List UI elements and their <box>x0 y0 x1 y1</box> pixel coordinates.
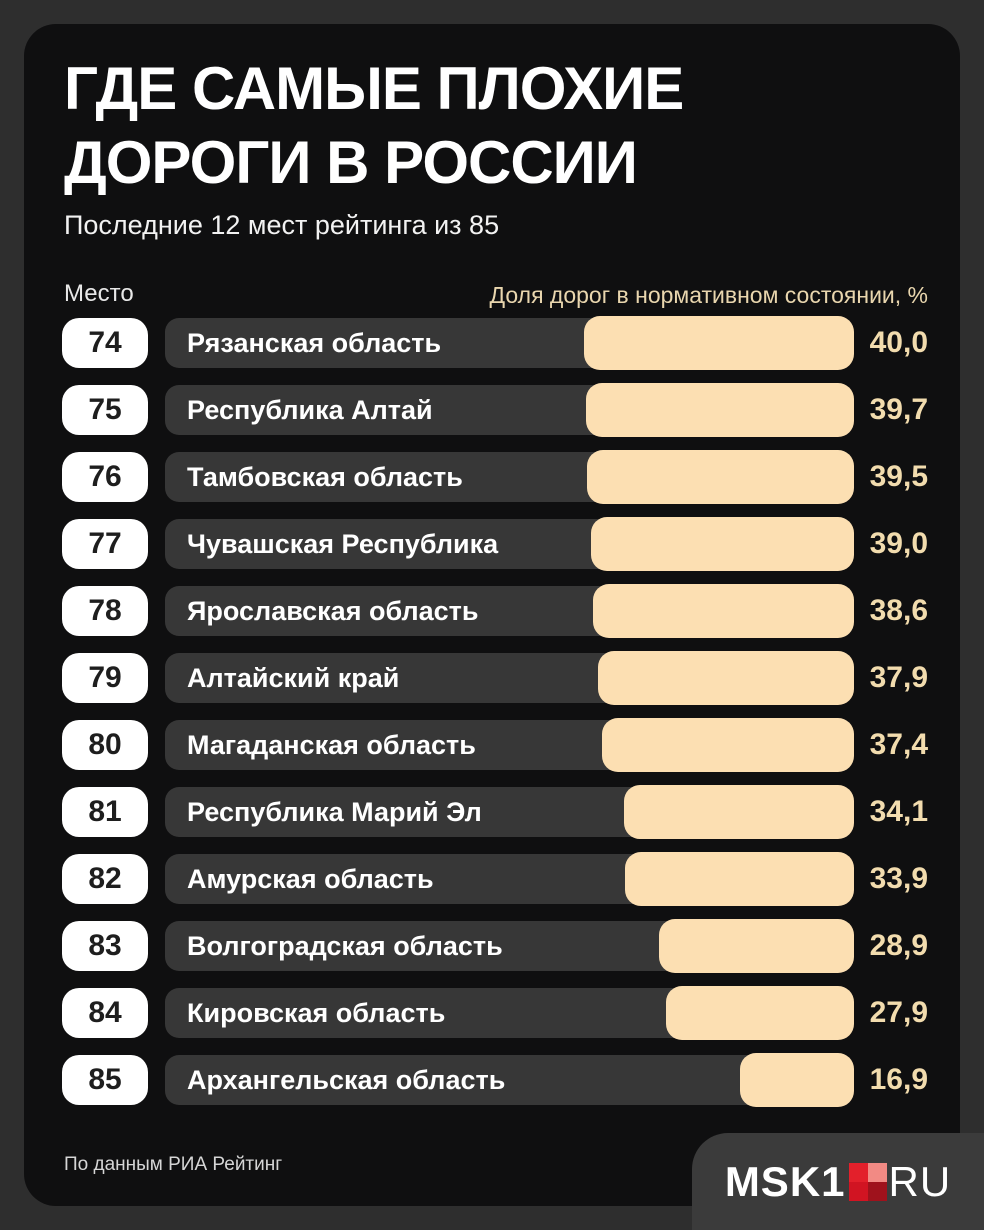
page-subtitle: Последние 12 мест рейтинга из 85 <box>64 210 500 240</box>
column-header-place: Место <box>64 280 134 307</box>
bar-track: Ярославская область <box>165 584 854 638</box>
rank-badge: 81 <box>62 787 148 837</box>
source-credit: По данным РИА Рейтинг <box>64 1154 283 1175</box>
bar-track: Чувашская Республика <box>165 517 854 571</box>
table-row: 77 Чувашская Республика 39,0 <box>62 517 928 571</box>
table-row: 85 Архангельская область 16,9 <box>62 1053 928 1107</box>
table-row: 74 Рязанская область 40,0 <box>62 316 928 370</box>
value-bar <box>584 316 854 370</box>
value-label: 37,9 <box>869 661 928 694</box>
rank-badge: 78 <box>62 586 148 636</box>
page-title: ГДЕ САМЫЕ ПЛОХИЕ ДОРОГИ В РОССИИ <box>64 52 684 200</box>
rank-badge: 84 <box>62 988 148 1038</box>
msk1ru-logo: MSK1 RU <box>724 1157 952 1205</box>
value-label: 39,5 <box>869 460 928 493</box>
logo-red-square-bl <box>848 1181 868 1201</box>
rank-badge: 76 <box>62 452 148 502</box>
table-row: 76 Тамбовская область 39,5 <box>62 450 928 504</box>
table-row: 81 Республика Марий Эл 34,1 <box>62 785 928 839</box>
value-bar <box>598 651 854 705</box>
region-label: Чувашская Республика <box>187 529 499 559</box>
value-label: 40,0 <box>869 326 928 359</box>
logo-suffix-text: RU <box>888 1157 952 1205</box>
page-title-line2: ДОРОГИ В РОССИИ <box>64 129 638 196</box>
region-label: Волгоградская область <box>187 931 503 961</box>
table-row: 83 Волгоградская область 28,9 <box>62 919 928 973</box>
region-label: Магаданская область <box>187 730 476 760</box>
value-bar <box>587 450 854 504</box>
logo-red-square-tr <box>867 1162 887 1182</box>
value-label: 37,4 <box>869 728 928 761</box>
table-row: 78 Ярославская область 38,6 <box>62 584 928 638</box>
region-label: Архангельская область <box>187 1065 506 1095</box>
rank-badge: 83 <box>62 921 148 971</box>
region-label: Ярославская область <box>187 596 479 626</box>
rank-badge: 82 <box>62 854 148 904</box>
logo-red-square-icon <box>848 1162 887 1201</box>
logo-plate: MSK1 RU <box>692 1133 984 1230</box>
value-label: 33,9 <box>869 862 928 895</box>
rank-badge: 85 <box>62 1055 148 1105</box>
bar-track: Магаданская область <box>165 718 854 772</box>
logo-red-square-tl <box>848 1162 868 1182</box>
bar-track: Кировская область <box>165 986 854 1040</box>
value-bar <box>740 1053 854 1107</box>
logo-brand-text: MSK1 <box>724 1157 846 1205</box>
region-label: Республика Алтай <box>187 395 433 425</box>
region-label: Республика Марий Эл <box>187 797 482 827</box>
value-label: 34,1 <box>869 795 928 828</box>
column-header-share: Доля дорог в нормативном состоянии, % <box>489 282 928 308</box>
value-label: 39,7 <box>869 393 928 426</box>
value-bar <box>624 785 854 839</box>
page-title-line1: ГДЕ САМЫЕ ПЛОХИЕ <box>64 55 684 122</box>
table-row: 84 Кировская область 27,9 <box>62 986 928 1040</box>
region-label: Амурская область <box>187 864 434 894</box>
value-bar <box>659 919 854 973</box>
rank-badge: 80 <box>62 720 148 770</box>
bar-track: Республика Марий Эл <box>165 785 854 839</box>
bar-track: Рязанская область <box>165 316 854 370</box>
value-label: 28,9 <box>869 929 928 962</box>
region-label: Кировская область <box>187 998 446 1028</box>
value-bar <box>666 986 854 1040</box>
value-bar <box>591 517 854 571</box>
value-label: 16,9 <box>869 1063 928 1096</box>
logo-red-square-br <box>867 1181 887 1201</box>
region-label: Алтайский край <box>187 663 400 693</box>
table-row: 75 Республика Алтай 39,7 <box>62 383 928 437</box>
table-row: 82 Амурская область 33,9 <box>62 852 928 906</box>
value-label: 27,9 <box>869 996 928 1029</box>
value-bar <box>625 852 854 906</box>
rank-badge: 75 <box>62 385 148 435</box>
bar-track: Архангельская область <box>165 1053 854 1107</box>
rank-badge: 79 <box>62 653 148 703</box>
bar-track: Волгоградская область <box>165 919 854 973</box>
bar-track: Тамбовская область <box>165 450 854 504</box>
rank-badge: 74 <box>62 318 148 368</box>
region-label: Тамбовская область <box>187 462 463 492</box>
table-row: 79 Алтайский край 37,9 <box>62 651 928 705</box>
value-bar <box>602 718 854 772</box>
table-row: 80 Магаданская область 37,4 <box>62 718 928 772</box>
rank-badge: 77 <box>62 519 148 569</box>
region-label: Рязанская область <box>187 328 442 358</box>
value-bar <box>593 584 854 638</box>
bar-track: Республика Алтай <box>165 383 854 437</box>
bar-track: Амурская область <box>165 852 854 906</box>
value-bar <box>586 383 854 437</box>
ranking-list: 74 Рязанская область 40,0 75 Республика … <box>62 316 928 1122</box>
value-label: 38,6 <box>869 594 928 627</box>
value-label: 39,0 <box>869 527 928 560</box>
bar-track: Алтайский край <box>165 651 854 705</box>
